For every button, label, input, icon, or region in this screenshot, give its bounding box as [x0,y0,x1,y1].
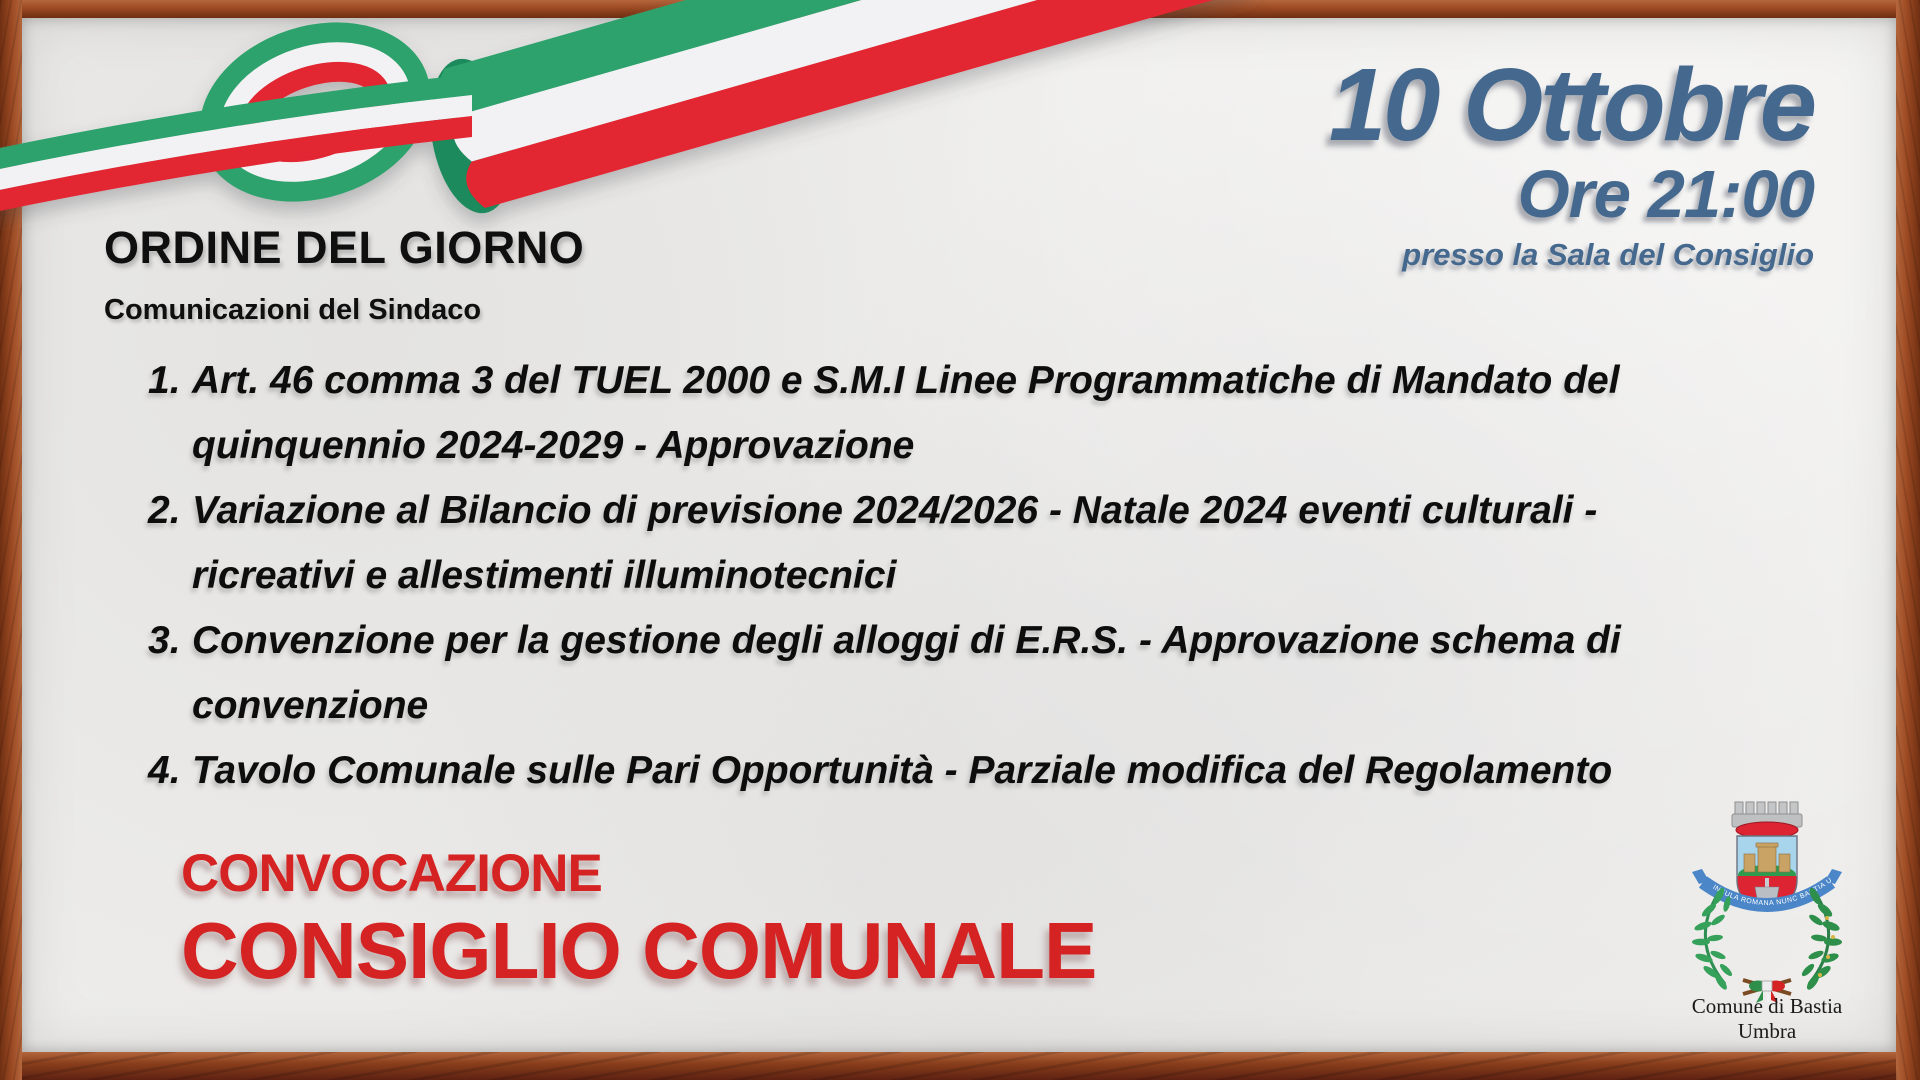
coat-of-arms-icon: INSULA ROMANA NUNC BASTIA UMBRA [1677,788,1842,1003]
agenda-item-number: 2. [148,489,181,532]
agenda-item-text: Convenzione per la gestione degli allogg… [192,619,1621,727]
agenda-item-4: 4. Tavolo Comunale sulle Pari Opportunit… [148,738,1708,803]
frame-right [1896,0,1920,1080]
crest-caption: Comune di Bastia Umbra [1691,994,1843,1043]
announcement-convocazione: CONVOCAZIONE [181,844,603,903]
agenda-item-2: 2. Variazione al Bilancio di previsione … [148,478,1708,608]
agenda-item-number: 4. [148,749,181,792]
event-location: presso la Sala del Consiglio [1402,237,1814,273]
event-datetime-block: 10 Ottobre Ore 21:00 presso la Sala del … [1328,47,1817,273]
agenda-item-number: 1. [148,359,181,402]
agenda-subtitle: Comunicazioni del Sindaco [104,294,482,326]
announcement-consiglio-comunale: CONSIGLIO COMUNALE [181,906,1097,995]
oak-branch [1801,887,1842,990]
acorns [1818,916,1835,977]
frame-bottom [0,1052,1920,1080]
agenda-item-number: 3. [148,619,181,662]
laurel-branch [1692,887,1733,990]
event-date: 10 Ottobre [1328,47,1817,162]
agenda-item-3: 3. Convenzione per la gestione degli all… [148,608,1708,738]
agenda-item-text: Art. 46 comma 3 del TUEL 2000 e S.M.I Li… [192,359,1620,467]
event-time: Ore 21:00 [1517,157,1815,233]
agenda-item-text: Variazione al Bilancio di previsione 202… [192,489,1598,597]
frame-top [0,0,1920,18]
tricolor-bow [1749,980,1785,1003]
frame-left [0,0,22,1080]
agenda-list: 1. Art. 46 comma 3 del TUEL 2000 e S.M.I… [148,348,1708,803]
agenda-item-text: Tavolo Comunale sulle Pari Opportunità -… [192,749,1613,792]
agenda-title: ORDINE DEL GIORNO [104,222,585,273]
agenda-item-1: 1. Art. 46 comma 3 del TUEL 2000 e S.M.I… [148,348,1708,478]
